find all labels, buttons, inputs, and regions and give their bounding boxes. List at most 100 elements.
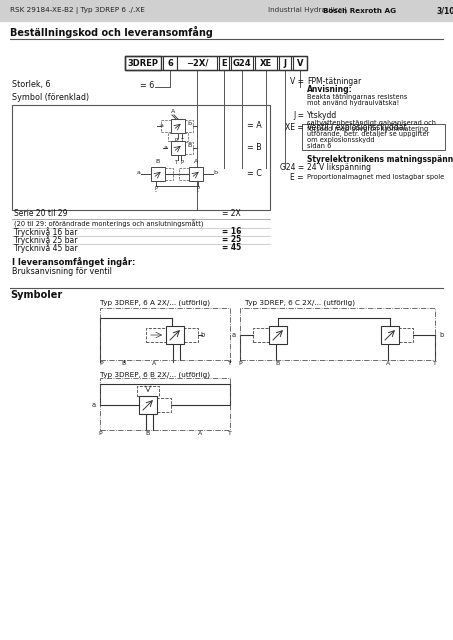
Text: Trycknivå 16 bar: Trycknivå 16 bar	[14, 227, 77, 237]
Text: Typ 3DREP, 6 A 2X/... (utförlig): Typ 3DREP, 6 A 2X/... (utförlig)	[100, 300, 210, 307]
Text: G24: G24	[233, 58, 251, 67]
Bar	[165, 168, 173, 180]
Text: om explosionsskydd: om explosionsskydd	[307, 137, 375, 143]
Text: = 16: = 16	[222, 227, 241, 237]
Text: Bruksanvisning för ventil: Bruksanvisning för ventil	[12, 268, 112, 276]
Text: P: P	[238, 361, 242, 366]
Text: B: B	[276, 361, 280, 366]
Text: T: T	[433, 361, 437, 366]
Bar	[185, 142, 193, 154]
Text: ¹: ¹	[197, 190, 199, 195]
Bar	[166, 326, 184, 344]
Bar	[12, 105, 270, 210]
Bar	[100, 378, 230, 430]
Text: a: a	[232, 332, 236, 338]
Bar	[185, 120, 193, 132]
Text: V: V	[297, 58, 303, 67]
Text: ¹: ¹	[155, 190, 157, 195]
Text: (20 til 29: oförändrade monterings och anslutningsmått): (20 til 29: oförändrade monterings och a…	[14, 220, 203, 228]
Text: 3/10: 3/10	[437, 6, 453, 15]
Text: utförande, betr. detaljer se uppgifter: utförande, betr. detaljer se uppgifter	[307, 131, 429, 137]
Text: XE =: XE =	[285, 124, 304, 132]
Bar	[189, 167, 203, 181]
Text: b: b	[213, 170, 217, 175]
Text: Symboler: Symboler	[10, 290, 62, 300]
Bar	[399, 328, 413, 342]
Bar	[100, 308, 230, 360]
Text: b: b	[200, 332, 204, 338]
Bar	[279, 56, 291, 70]
Text: J: J	[284, 58, 286, 67]
Text: = C: = C	[247, 170, 262, 179]
Text: A: A	[198, 431, 202, 436]
Text: a: a	[92, 402, 96, 408]
Text: E: E	[221, 58, 227, 67]
Bar	[125, 56, 161, 70]
Text: försedd med olivgrön krommatering: försedd med olivgrön krommatering	[307, 126, 428, 132]
Bar	[255, 56, 277, 70]
Text: P: P	[197, 186, 200, 191]
Text: FPM-tätningar: FPM-tätningar	[307, 77, 361, 86]
Bar	[151, 167, 165, 181]
Bar	[177, 56, 217, 70]
Bar	[179, 168, 189, 180]
Text: A: A	[152, 361, 156, 366]
Text: = 25: = 25	[222, 236, 241, 244]
Bar	[293, 56, 307, 70]
Text: mot använd hydraulvätska!: mot använd hydraulvätska!	[307, 100, 399, 106]
Text: A: A	[194, 159, 198, 164]
Bar	[157, 398, 171, 412]
Text: saltvattenbeständigt galvaniserad och: saltvattenbeständigt galvaniserad och	[307, 120, 436, 126]
Text: a: a	[160, 123, 164, 128]
Text: = 6: = 6	[140, 81, 154, 90]
Text: T: T	[175, 160, 178, 165]
Bar	[0, 0, 453, 21]
Text: Storlek, 6: Storlek, 6	[12, 81, 50, 90]
Text: P: P	[180, 160, 183, 165]
Text: Styrelektronikens matningsspänning: Styrelektronikens matningsspänning	[307, 154, 453, 163]
Text: E =: E =	[290, 173, 304, 182]
Text: I leveransomfånget ingår:: I leveransomfånget ingår:	[12, 257, 135, 267]
Text: Bosch Rexroth AG: Bosch Rexroth AG	[323, 8, 396, 14]
Bar	[240, 308, 435, 360]
Bar	[171, 141, 185, 155]
Bar	[171, 119, 185, 133]
Text: 3DREP: 3DREP	[127, 58, 159, 67]
Bar	[161, 120, 171, 132]
Bar	[137, 386, 159, 396]
Text: B: B	[122, 361, 126, 366]
Text: B: B	[146, 431, 150, 436]
Text: V =: V =	[290, 77, 304, 86]
Text: G24 =: G24 =	[280, 163, 304, 172]
Bar	[168, 133, 188, 141]
Text: Ventil i explosionsskyddat: Ventil i explosionsskyddat	[307, 124, 407, 132]
Text: = 2X: = 2X	[222, 209, 241, 218]
Text: T: T	[181, 138, 185, 143]
Text: = B: = B	[247, 143, 262, 152]
Bar	[125, 56, 307, 70]
Bar	[381, 326, 399, 344]
Text: 24 V likspänning: 24 V likspänning	[307, 163, 371, 172]
Text: P: P	[99, 361, 103, 366]
Bar	[146, 328, 166, 342]
Text: Typ 3DREP, 6 C 2X/... (utförlig): Typ 3DREP, 6 C 2X/... (utförlig)	[245, 300, 355, 307]
Text: XE: XE	[260, 58, 272, 67]
Bar	[253, 328, 269, 342]
Text: −2X/: −2X/	[186, 58, 208, 67]
Text: Anvisning:: Anvisning:	[307, 86, 353, 95]
Text: P¹: P¹	[174, 138, 179, 143]
Text: B: B	[156, 159, 160, 164]
Text: P: P	[98, 431, 102, 436]
Text: Trycknivå 25 bar: Trycknivå 25 bar	[14, 235, 77, 245]
Text: Proportionalmagnet med lostagbar spole: Proportionalmagnet med lostagbar spole	[307, 174, 444, 180]
Text: T: T	[228, 361, 232, 366]
Text: Symbol (förenklad): Symbol (förenklad)	[12, 93, 89, 102]
Text: = 45: = 45	[222, 243, 241, 253]
Bar	[139, 396, 157, 414]
Bar	[269, 326, 287, 344]
Text: b: b	[187, 121, 191, 126]
Text: Typ 3DREP, 6 B 2X/... (utförlig): Typ 3DREP, 6 B 2X/... (utförlig)	[100, 372, 210, 378]
Bar	[219, 56, 229, 70]
Text: a: a	[137, 170, 141, 175]
Text: J =: J =	[293, 111, 304, 120]
